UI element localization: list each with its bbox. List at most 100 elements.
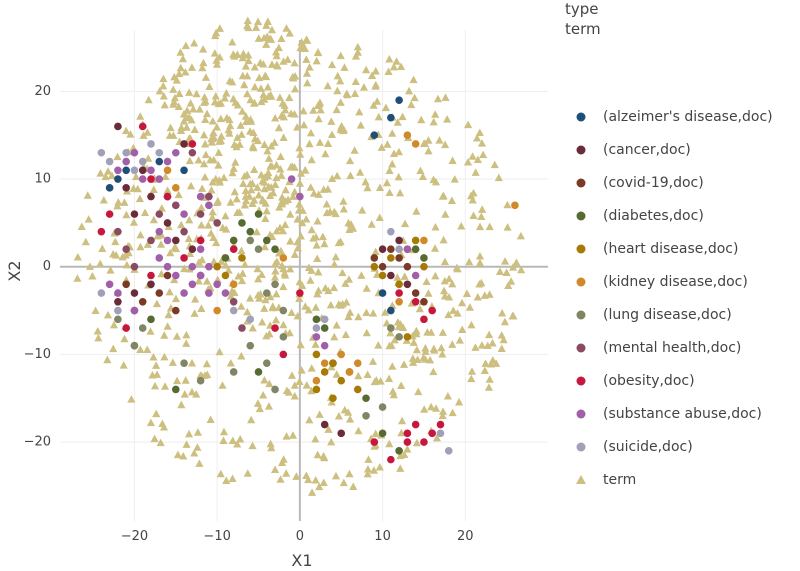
term-point: [497, 331, 506, 339]
x-tick-label: −10: [203, 529, 230, 544]
legend-item[interactable]: (obesity,doc): [573, 369, 695, 393]
legend-item[interactable]: (cancer,doc): [573, 138, 691, 162]
term-point: [389, 62, 398, 71]
term-point: [423, 328, 432, 336]
term-point: [385, 188, 394, 197]
term-point: [186, 134, 195, 142]
term-point: [282, 386, 292, 395]
legend-item[interactable]: (lung disease,doc): [573, 303, 732, 327]
term-point: [246, 95, 255, 104]
term-point: [305, 63, 314, 71]
legend-item[interactable]: (alzeimer's disease,doc): [573, 105, 773, 129]
doc-point: [370, 262, 379, 271]
term-point: [260, 304, 269, 312]
term-point: [385, 54, 394, 63]
term-point: [113, 152, 122, 161]
term-point: [279, 320, 288, 329]
term-point: [281, 220, 290, 229]
term-point: [243, 469, 252, 477]
term-point: [119, 361, 128, 369]
term-point: [228, 77, 237, 86]
term-point: [311, 303, 320, 311]
legend-item[interactable]: (substance abuse,doc): [573, 402, 762, 426]
term-point: [246, 115, 255, 123]
term-point: [501, 257, 510, 265]
term-point: [271, 180, 280, 189]
term-point: [243, 89, 252, 98]
term-point: [219, 436, 228, 444]
legend-item[interactable]: (covid-19,doc): [573, 171, 704, 195]
term-point: [231, 158, 240, 166]
term-point: [265, 191, 275, 200]
y-axis-ticks: −20 −10 0 10 20: [24, 84, 51, 450]
doc-point: [155, 210, 164, 218]
term-point: [177, 400, 186, 409]
term-point: [388, 159, 397, 168]
term-point: [439, 286, 449, 295]
doc-point: [403, 262, 412, 271]
term-point: [175, 69, 184, 78]
legend-item[interactable]: term: [573, 468, 636, 492]
term-point: [295, 200, 304, 208]
term-point: [395, 188, 405, 197]
term-point: [479, 150, 488, 159]
term-point: [272, 173, 281, 182]
doc-point: [403, 245, 412, 253]
term-point: [339, 204, 348, 213]
term-point: [111, 237, 120, 246]
term-point: [160, 100, 169, 109]
term-point: [432, 433, 442, 442]
term-point: [255, 73, 264, 82]
term-point: [341, 330, 350, 339]
doc-point: [114, 175, 122, 183]
doc-point: [163, 192, 172, 201]
term-point: [322, 199, 331, 208]
term-point: [350, 89, 360, 98]
term-point: [261, 71, 270, 79]
term-point: [146, 418, 156, 427]
term-point: [344, 408, 353, 416]
term-point: [199, 45, 208, 53]
term-point: [375, 462, 384, 471]
doc-point: [296, 192, 304, 201]
term-point: [156, 240, 166, 248]
term-point: [191, 295, 200, 303]
term-point: [197, 304, 206, 312]
term-point: [448, 279, 457, 288]
circle-marker-icon: [576, 145, 586, 155]
term-point: [219, 427, 229, 436]
legend-item[interactable]: (mental health,doc): [573, 336, 741, 360]
doc-point: [387, 113, 395, 122]
doc-point: [130, 341, 139, 350]
term-point: [109, 249, 118, 258]
legend-item[interactable]: (kidney disease,doc): [573, 270, 748, 294]
legend-item[interactable]: (suicide,doc): [573, 435, 693, 459]
term-point: [400, 450, 409, 459]
term-point: [346, 220, 356, 228]
term-point: [254, 190, 263, 199]
term-point: [165, 287, 174, 296]
legend-item[interactable]: (heart disease,doc): [573, 237, 738, 261]
term-point: [94, 333, 103, 342]
doc-point: [337, 376, 346, 385]
doc-point: [130, 210, 139, 218]
term-point: [364, 455, 373, 463]
doc-point: [254, 245, 263, 253]
doc-point: [229, 280, 238, 289]
term-point: [274, 249, 284, 257]
doc-point: [171, 201, 180, 210]
doc-point: [122, 280, 130, 289]
term-point: [334, 411, 343, 420]
y-tick-label: 10: [34, 172, 51, 187]
legend-item[interactable]: (diabetes,doc): [573, 204, 704, 228]
term-point: [294, 206, 304, 214]
term-point: [237, 130, 246, 138]
term-point: [321, 283, 330, 292]
term-point: [371, 429, 380, 438]
term-point: [329, 283, 339, 292]
term-point: [298, 281, 307, 289]
doc-point: [205, 262, 213, 271]
term-point: [311, 475, 320, 484]
term-point: [182, 440, 191, 448]
